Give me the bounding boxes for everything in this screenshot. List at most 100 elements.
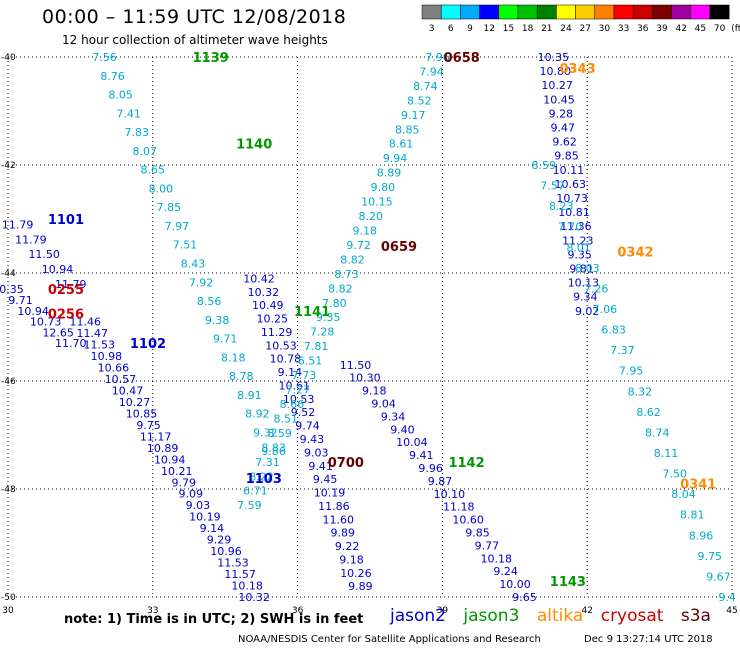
legend-label: 12	[483, 24, 494, 34]
axes: -40 -42 -44 -46 -48 -50 30 33 36 39 42 45	[1, 53, 738, 616]
wave-height-value: 8.85	[395, 123, 420, 136]
wave-height-value: 9.43	[300, 433, 325, 446]
legend-label: 15	[503, 24, 514, 34]
wave-height-value: 10.61	[278, 379, 310, 392]
pass-time-label: 1143	[550, 575, 586, 590]
pass-time-label: 1140	[236, 137, 272, 152]
wave-height-value: 11.79	[2, 218, 34, 231]
wave-height-value: 8.59	[267, 427, 292, 440]
page-title: 00:00 – 11:59 UTC 12/08/2018	[42, 6, 347, 28]
pass-time-label: 0343	[559, 62, 595, 77]
wave-height-value: 10.30	[349, 372, 381, 385]
wave-height-value: 8.74	[645, 426, 670, 439]
wave-height-value: 11.57	[224, 568, 256, 581]
wave-height-value: 8.52	[407, 94, 432, 107]
x-tick-label: 42	[581, 606, 592, 616]
wave-height-value: 9.04	[371, 398, 396, 411]
y-tick-label: -50	[1, 593, 16, 603]
wave-height-value: 9.47	[551, 122, 576, 135]
wave-height-value: 9.32	[253, 426, 278, 439]
wave-height-value: 11.29	[261, 326, 293, 339]
wave-height-value: 7.83	[124, 126, 149, 139]
wave-height-value: 10.19	[314, 487, 346, 500]
pass-time-label: 0341	[680, 478, 716, 493]
wave-height-value: 10.35	[538, 51, 570, 64]
wave-height-value: 9.94	[383, 152, 408, 165]
footer: NOAA/NESDIS Center for Satellite Applica…	[238, 634, 713, 645]
wave-height-value: 10.21	[161, 465, 193, 478]
legend-label: 27	[579, 24, 590, 34]
wave-height-value: 9.71	[8, 294, 33, 307]
legend-swatch	[594, 4, 615, 20]
wave-height-value: 8.74	[413, 80, 438, 93]
wave-height-value: 9.45	[313, 473, 338, 486]
wave-height-value: 10.94	[17, 305, 49, 318]
wave-height-value: 11.17	[140, 430, 172, 443]
wave-height-value: 9.09	[179, 488, 204, 501]
wave-height-value: 11.46	[69, 316, 101, 329]
wave-height-value: 10.04	[396, 436, 428, 449]
wave-height-value: 8.92	[245, 408, 270, 421]
pass-time-label: 1103	[246, 472, 282, 487]
wave-height-value: 9.75	[136, 419, 161, 432]
wave-height-value: 8.04	[671, 488, 696, 501]
x-tick-label: 45	[726, 606, 737, 616]
wave-height-value: 8.78	[229, 370, 254, 383]
wave-height-value: 9.35	[316, 311, 341, 324]
wave-height-value: 9.81	[569, 263, 594, 276]
wave-height-value: 9.85	[554, 150, 579, 163]
wave-height-value: 7.59	[237, 499, 262, 512]
wave-height-value: 10.18	[481, 552, 513, 565]
y-tick-label: -40	[1, 53, 16, 63]
wave-height-value: 9.89	[348, 580, 373, 593]
wave-height-value: 8.51	[274, 412, 299, 425]
x-tick-label: 39	[437, 606, 449, 616]
pass-time-label: 1141	[294, 305, 330, 320]
wave-height-value: 10.27	[541, 79, 573, 92]
wave-height-value: 11.18	[443, 501, 475, 514]
wave-height-value: 9.89	[330, 527, 355, 540]
wave-height-value: 10.89	[147, 442, 179, 455]
wave-height-value: 7.31	[255, 456, 280, 469]
legend-label: 24	[560, 24, 572, 34]
wave-height-value: 11.23	[562, 234, 594, 247]
footer-agency: NOAA/NESDIS Center for Satellite Applica…	[238, 634, 541, 645]
wave-height-value: 8.96	[689, 529, 714, 542]
wave-height-value: 7.70	[558, 221, 583, 234]
wave-height-value: 10.13	[568, 277, 600, 290]
wave-height-value: 8.73	[334, 268, 359, 281]
legend-swatch	[690, 4, 711, 20]
wave-height-value: 11.79	[15, 233, 47, 246]
pass-time-label: 1101	[48, 213, 84, 228]
wave-height-value: 9.17	[401, 109, 426, 122]
wave-height-value: 9.86	[261, 445, 286, 458]
wave-height-value: 10.94	[154, 453, 186, 466]
pass-time-label: 0658	[444, 51, 480, 66]
wave-height-value: 7.27	[286, 384, 311, 397]
wave-height-value: 10.32	[248, 286, 280, 299]
wave-height-value: 7.41	[116, 107, 141, 120]
legend-label: 39	[656, 24, 668, 34]
wave-height-value: 11.86	[318, 500, 350, 513]
wave-height-value: 8.03	[575, 262, 600, 275]
legend-swatch	[460, 4, 480, 20]
pass-time-label: 0659	[381, 240, 417, 255]
wave-height-value: 10.53	[265, 339, 297, 352]
wave-height-value: 9.34	[573, 291, 598, 304]
wave-height-value: 7.28	[310, 326, 335, 339]
wave-height-value: 10.98	[91, 350, 123, 363]
wave-height-value: 10.81	[558, 206, 590, 219]
wave-height-value: 7.95	[619, 365, 644, 378]
wave-height-value: 8.81	[680, 509, 705, 522]
wave-height-value: 10.45	[543, 93, 575, 106]
sat-altika: altika	[536, 606, 584, 626]
wave-height-value: 9.77	[475, 539, 500, 552]
wave-height-value: 9.28	[549, 107, 574, 120]
wave-height-value: 10.32	[238, 591, 270, 604]
wave-height-value: 9.40	[390, 423, 415, 436]
wave-height-value: 10.42	[243, 272, 275, 285]
wave-height-value: 10.63	[555, 178, 587, 191]
satellite-legend: jason2 jason3 altika cryosat s3a	[390, 606, 723, 626]
wave-height-value: 9.79	[172, 476, 197, 489]
legend-label: 70	[714, 24, 726, 34]
